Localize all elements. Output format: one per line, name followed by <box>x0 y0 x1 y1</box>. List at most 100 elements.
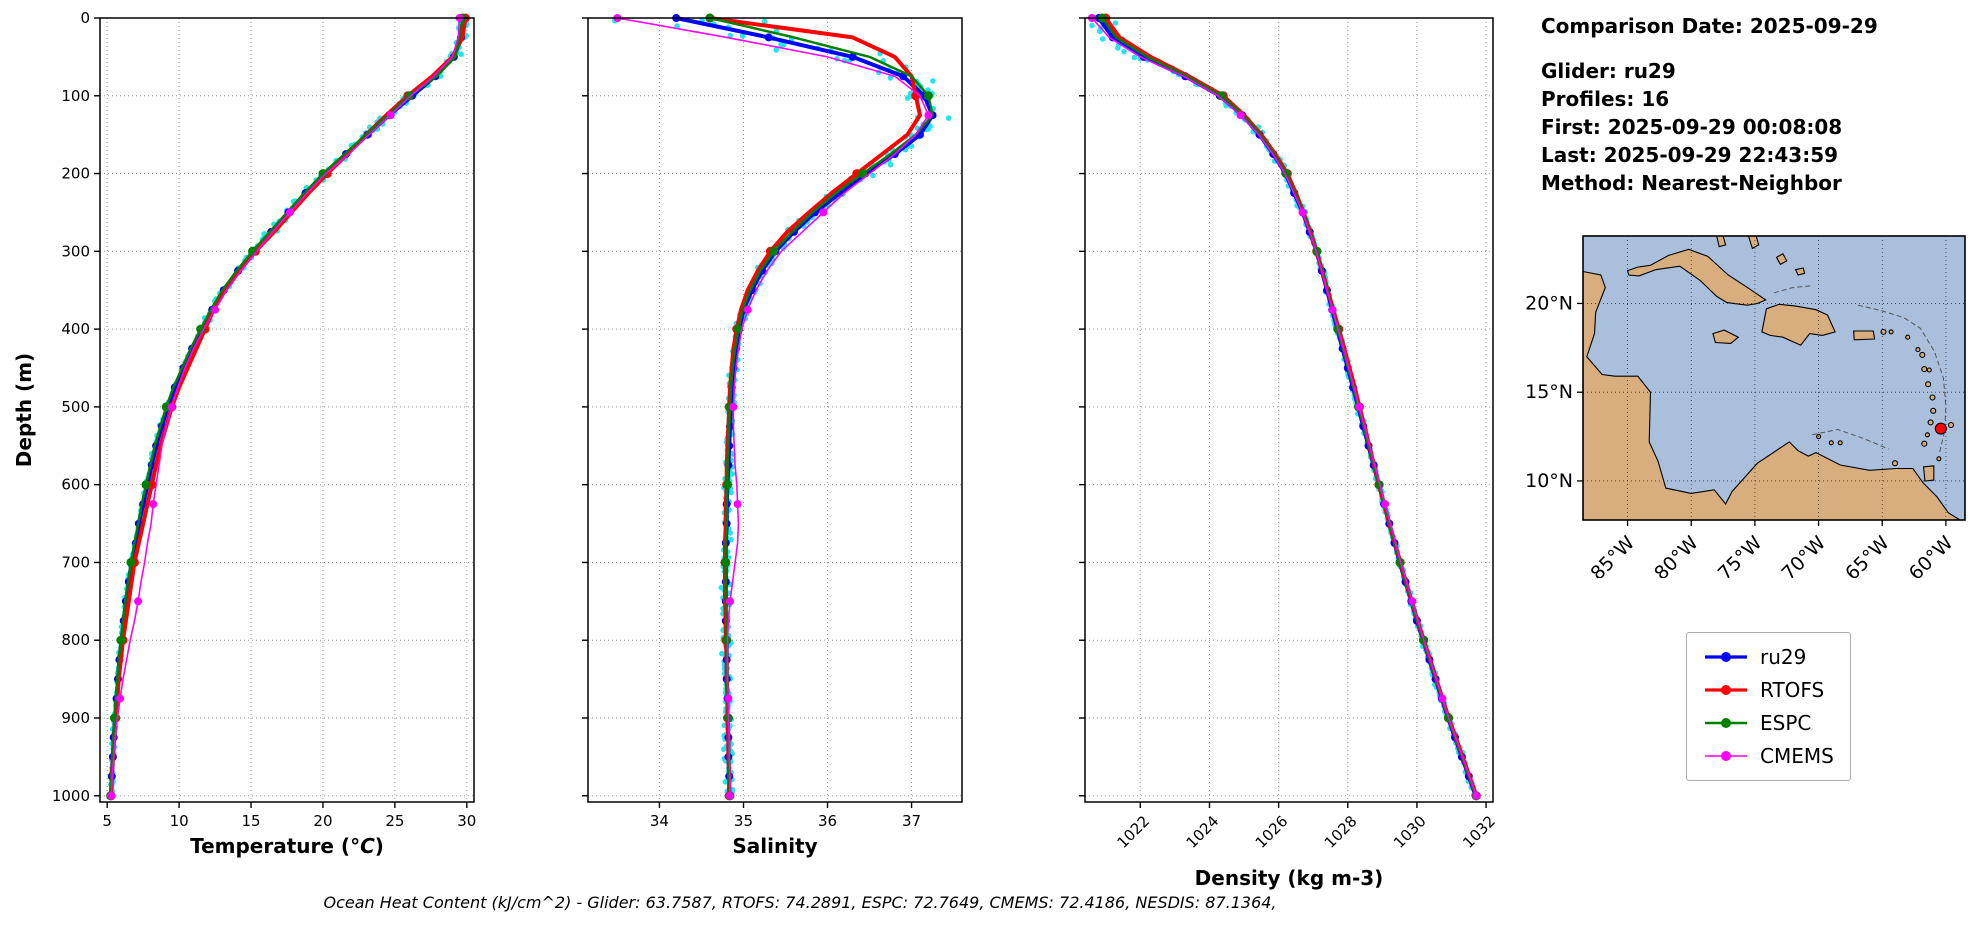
info-last-time: Last: 2025-09-29 22:43:59 <box>1541 143 1839 167</box>
info-method: Method: Nearest-Neighbor <box>1541 171 1842 195</box>
legend-line-sample <box>1705 751 1747 761</box>
panel-border <box>99 17 475 803</box>
temperature-axis-label-prefix: Temperature ( <box>190 834 351 858</box>
svg-text:34: 34 <box>650 812 669 830</box>
svg-text:1030: 1030 <box>1390 812 1430 852</box>
svg-text:36: 36 <box>818 812 837 830</box>
svg-text:400: 400 <box>61 320 90 338</box>
legend-line-sample <box>1705 718 1747 728</box>
svg-text:75°W: 75°W <box>1714 532 1767 578</box>
profile-chart-svg: 5 10 15 20 25 3001002003004005006007008009001… <box>52 9 477 830</box>
land-jamaica <box>1712 329 1740 344</box>
series-ESPC <box>705 13 934 801</box>
panel-border <box>587 17 963 803</box>
comparison-info-block: Comparison Date: 2025-09-29 Glider: ru29… <box>1541 12 1878 197</box>
svg-text:25: 25 <box>385 812 404 830</box>
svg-text:30: 30 <box>457 812 476 830</box>
land-bahamas-3 <box>1775 253 1788 266</box>
axis-ticks <box>582 17 913 808</box>
svg-text:700: 700 <box>61 553 90 571</box>
tick-labels: 34 35 36 37 <box>650 812 921 830</box>
svg-text:85°W: 85°W <box>1586 532 1639 578</box>
land-turks <box>1794 267 1806 276</box>
svg-text:1024: 1024 <box>1183 812 1223 852</box>
legend-label: RTOFS <box>1760 678 1825 702</box>
svg-text:5: 5 <box>102 812 112 830</box>
svg-text:600: 600 <box>61 476 90 494</box>
gridlines <box>100 17 474 802</box>
svg-text:10°N: 10°N <box>1525 470 1573 492</box>
svg-text:20°N: 20°N <box>1525 292 1573 314</box>
land-polygons <box>1582 235 1962 521</box>
svg-text:1000: 1000 <box>52 787 90 805</box>
svg-text:70°W: 70°W <box>1777 532 1830 578</box>
legend-item-ESPC: ESPC <box>1703 711 1834 735</box>
map-svg: 20°N 15°N 10°N 85°W 80°W 75°W 70°W 65°W 60°W <box>1525 235 1966 585</box>
legend-item-RTOFS: RTOFS <box>1703 678 1834 702</box>
profile-chart-svg: 34 35 36 37 <box>582 13 963 830</box>
ocean-heat-content-caption: Ocean Heat Content (kJ/cm^2) - Glider: 6… <box>323 893 1277 912</box>
svg-text:20: 20 <box>313 812 332 830</box>
salinity-axis-label: Salinity <box>732 834 818 858</box>
svg-text:37: 37 <box>902 812 921 830</box>
info-first-time: First: 2025-09-29 00:08:08 <box>1541 115 1843 139</box>
legend-line-sample <box>1705 652 1747 662</box>
svg-text:15°N: 15°N <box>1525 381 1573 403</box>
tick-labels: 5 10 15 20 25 3001002003004005006007008009001… <box>52 9 477 830</box>
comparison-date-text: Comparison Date: 2025-09-29 <box>1541 14 1878 38</box>
land-trinidad <box>1923 465 1935 482</box>
svg-text:1026: 1026 <box>1252 812 1292 852</box>
temperature-axis-label-suffix: ) <box>374 834 384 858</box>
series-RTOFS <box>1101 13 1481 801</box>
legend-label: ESPC <box>1760 711 1812 735</box>
svg-text:100: 100 <box>61 87 90 105</box>
gridlines <box>588 17 962 802</box>
info-spacer <box>1541 40 1878 57</box>
depth-axis-label: Depth (m) <box>12 352 36 468</box>
density-axis-label: Density (kg m-3) <box>1194 866 1384 890</box>
gridlines <box>1085 17 1493 802</box>
axis-ticks <box>1079 17 1487 808</box>
temperature-profile-panel: 5 10 15 20 25 30 0 100 200 300 400 500 600 700 800 900 1… <box>30 6 494 904</box>
svg-text:1022: 1022 <box>1113 812 1153 852</box>
legend-item-ru29: ru29 <box>1703 645 1834 669</box>
svg-text:10: 10 <box>170 812 189 830</box>
svg-text:800: 800 <box>61 631 90 649</box>
map-ticks <box>1577 302 1947 526</box>
land-puerto-rico <box>1853 330 1876 341</box>
legend-item-CMEMS: CMEMS <box>1703 744 1834 768</box>
tick-labels: 1022 1024 1026 1028 1030 1032 <box>1113 812 1498 852</box>
glider-raw-scatter <box>1089 15 1478 798</box>
svg-text:900: 900 <box>61 709 90 727</box>
svg-text:80°W: 80°W <box>1650 532 1703 578</box>
legend-label: ru29 <box>1760 645 1807 669</box>
legend: ru29 RTOFS ESPC CMEMS <box>1686 632 1851 781</box>
svg-text:0: 0 <box>80 9 90 27</box>
series-CMEMS <box>613 14 933 800</box>
info-glider: Glider: ru29 <box>1541 59 1676 83</box>
temperature-axis-label: Temperature (°C) <box>100 834 474 858</box>
land-hispaniola <box>1761 303 1836 346</box>
legend-label: CMEMS <box>1760 744 1834 768</box>
series-CMEMS <box>1087 14 1481 800</box>
legend-line-sample <box>1705 685 1747 695</box>
axis-ticks <box>94 17 468 808</box>
svg-text:65°W: 65°W <box>1841 532 1894 578</box>
svg-text:60°W: 60°W <box>1905 532 1958 578</box>
svg-text:500: 500 <box>61 398 90 416</box>
maritime-boundaries <box>1773 285 1947 453</box>
panel-border <box>1084 17 1494 803</box>
land-cuba <box>1626 248 1767 306</box>
map-gridlines <box>1583 236 1965 520</box>
svg-text:15: 15 <box>241 812 260 830</box>
svg-text:1032: 1032 <box>1459 812 1499 852</box>
profile-chart-svg: 1022 1024 1026 1028 1030 1032 <box>1079 13 1499 852</box>
temperature-axis-unit: °C <box>350 834 375 858</box>
salinity-profile-panel: 34 35 36 37 <box>518 6 982 904</box>
svg-text:300: 300 <box>61 242 90 260</box>
caribbean-location-map: 20°N 15°N 10°N 85°W 80°W 75°W 70°W 65°W 60°W <box>1495 228 1984 585</box>
svg-text:1028: 1028 <box>1321 812 1361 852</box>
svg-text:200: 200 <box>61 165 90 183</box>
series-ESPC <box>106 13 467 801</box>
